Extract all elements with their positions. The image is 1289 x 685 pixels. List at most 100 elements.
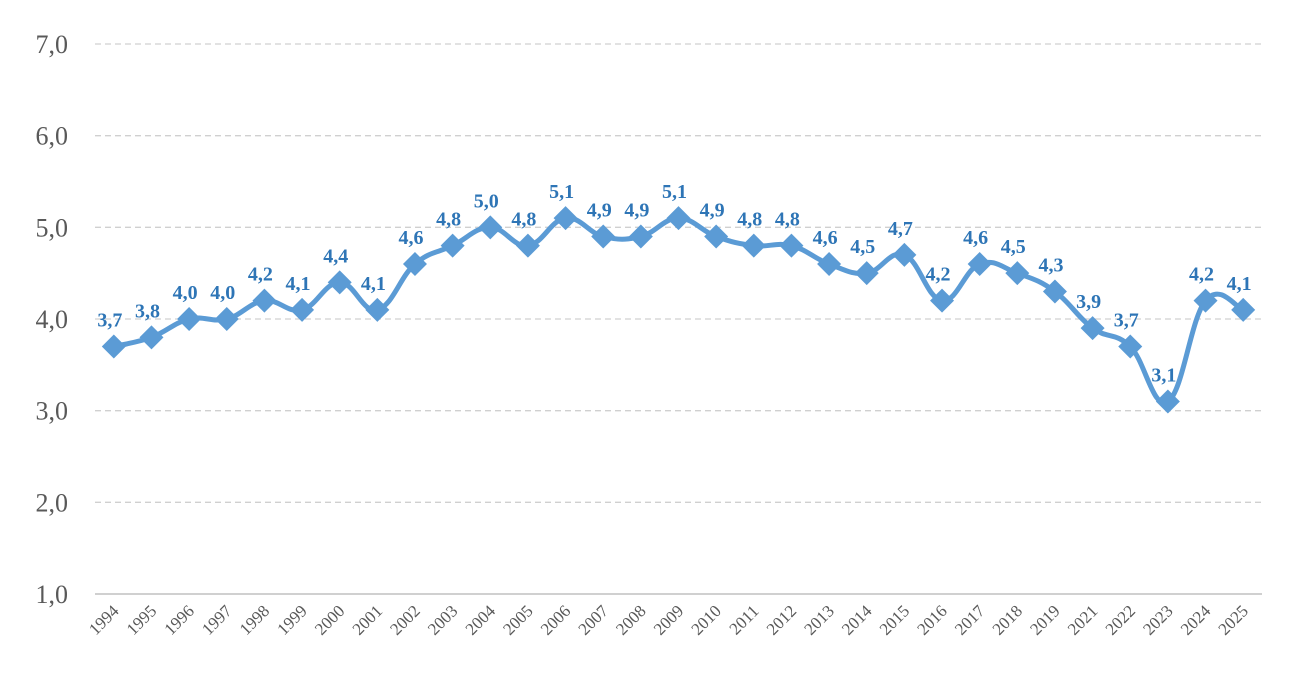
- data-label: 4,2: [926, 264, 951, 286]
- data-label: 4,6: [398, 227, 423, 249]
- x-tick-label: 2005: [499, 601, 536, 638]
- x-tick-label: 2011: [726, 601, 763, 638]
- x-tick-label: 2012: [763, 601, 800, 638]
- data-label: 4,1: [361, 273, 386, 295]
- x-tick-label: 2006: [537, 601, 574, 638]
- data-point-marker: [1118, 334, 1143, 359]
- data-point-marker: [1231, 297, 1256, 322]
- y-axis: 1,0 2,0 3,0 4,0 5,0 6,0 7,0: [36, 30, 69, 609]
- data-label: 4,9: [624, 200, 649, 222]
- data-point-marker: [290, 297, 315, 322]
- data-label: 4,1: [1227, 273, 1252, 295]
- data-label: 4,2: [248, 264, 273, 286]
- x-tick-label: 1996: [160, 601, 197, 638]
- data-point-marker: [139, 325, 164, 350]
- y-tick-label: 3,0: [36, 397, 69, 426]
- data-label: 4,0: [173, 282, 198, 304]
- y-tick-label: 4,0: [36, 305, 69, 334]
- data-point-marker: [553, 206, 578, 231]
- data-point-marker: [177, 307, 202, 331]
- data-point-marker: [930, 288, 955, 313]
- data-label: 4,6: [963, 227, 988, 249]
- data-label: 3,1: [1151, 365, 1176, 387]
- data-label: 4,8: [436, 209, 461, 231]
- x-tick-label: 2010: [687, 601, 724, 638]
- x-tick-label: 2019: [1026, 601, 1063, 638]
- x-axis: 1994 1995 1996 1997 1998 1999 2000 2001 2002 2003…: [85, 601, 1252, 639]
- x-tick-label: 2002: [386, 601, 423, 638]
- x-tick-label: 2021: [1064, 601, 1101, 638]
- data-point-marker: [628, 224, 653, 249]
- data-point-marker: [515, 233, 540, 258]
- data-point-marker: [252, 288, 277, 313]
- data-label: 4,2: [1189, 264, 1214, 286]
- data-label: 5,1: [549, 181, 574, 203]
- data-label: 4,0: [210, 282, 235, 304]
- x-tick-label: 2025: [1215, 601, 1252, 638]
- data-point-marker: [327, 270, 352, 295]
- data-label: 5,0: [474, 190, 499, 212]
- x-tick-label: 2003: [424, 601, 461, 638]
- data-label: 4,5: [1001, 236, 1026, 258]
- x-tick-label: 1994: [85, 601, 123, 639]
- data-label: 3,9: [1076, 291, 1101, 313]
- x-tick-label: 2016: [913, 601, 950, 638]
- data-label: 3,7: [1114, 310, 1139, 332]
- x-tick-label: 2008: [612, 601, 649, 638]
- y-tick-label: 5,0: [36, 213, 69, 242]
- data-point-marker: [440, 233, 465, 258]
- data-label: 4,4: [323, 245, 348, 267]
- data-label: 4,8: [737, 209, 762, 231]
- x-tick-label: 1998: [236, 601, 273, 638]
- data-label: 4,8: [775, 209, 800, 231]
- data-point-marker: [666, 206, 691, 231]
- x-tick-label: 2017: [951, 601, 989, 639]
- x-tick-label: 1999: [273, 601, 310, 638]
- data-labels: 3,7 3,8 4,0 4,0 4,2 4,1 4,4 4,1 4,6 4,8 5,0 4,8 5,1 4…: [97, 181, 1251, 386]
- data-point-marker: [854, 261, 879, 286]
- data-point-marker: [478, 215, 503, 240]
- x-tick-label: 2018: [989, 601, 1026, 638]
- x-tick-label: 2000: [311, 601, 348, 638]
- data-point-marker: [1193, 288, 1218, 313]
- x-tick-label: 2004: [462, 601, 500, 639]
- data-label: 5,1: [662, 181, 687, 203]
- data-label: 4,9: [587, 200, 612, 222]
- data-point-marker: [779, 233, 804, 258]
- data-label: 4,8: [511, 209, 536, 231]
- x-tick-label: 2001: [349, 601, 386, 638]
- x-tick-label: 1997: [198, 601, 236, 639]
- x-tick-label: 2024: [1177, 601, 1215, 639]
- x-tick-label: 1995: [123, 601, 160, 638]
- data-point-marker: [817, 252, 842, 276]
- data-point-marker: [1005, 261, 1030, 286]
- data-point-marker: [892, 242, 917, 267]
- data-point-marker: [1155, 389, 1180, 414]
- x-tick-label: 2015: [876, 601, 913, 638]
- x-tick-label: 2013: [800, 601, 837, 638]
- gridlines: [95, 43, 1262, 595]
- data-label: 4,5: [850, 236, 875, 258]
- series-line: [113, 215, 1245, 406]
- x-tick-label: 2007: [575, 601, 613, 639]
- data-point-marker: [1042, 279, 1067, 304]
- data-point-marker: [704, 224, 729, 249]
- data-point-marker: [402, 252, 427, 276]
- data-label: 4,7: [888, 218, 913, 240]
- y-tick-label: 7,0: [36, 30, 69, 59]
- data-point-marker: [365, 297, 390, 322]
- data-label: 3,7: [97, 310, 122, 332]
- y-tick-label: 6,0: [36, 122, 69, 151]
- data-point-marker: [101, 334, 126, 359]
- data-point-marker: [214, 307, 239, 331]
- data-label: 4,6: [813, 227, 838, 249]
- data-label: 4,9: [700, 200, 725, 222]
- x-tick-label: 2022: [1102, 601, 1139, 638]
- y-tick-label: 2,0: [36, 488, 69, 517]
- data-point-marker: [967, 252, 992, 276]
- x-tick-label: 2009: [650, 601, 687, 638]
- y-tick-label: 1,0: [36, 580, 69, 609]
- data-point-marker: [1080, 316, 1105, 341]
- data-label: 3,8: [135, 300, 160, 322]
